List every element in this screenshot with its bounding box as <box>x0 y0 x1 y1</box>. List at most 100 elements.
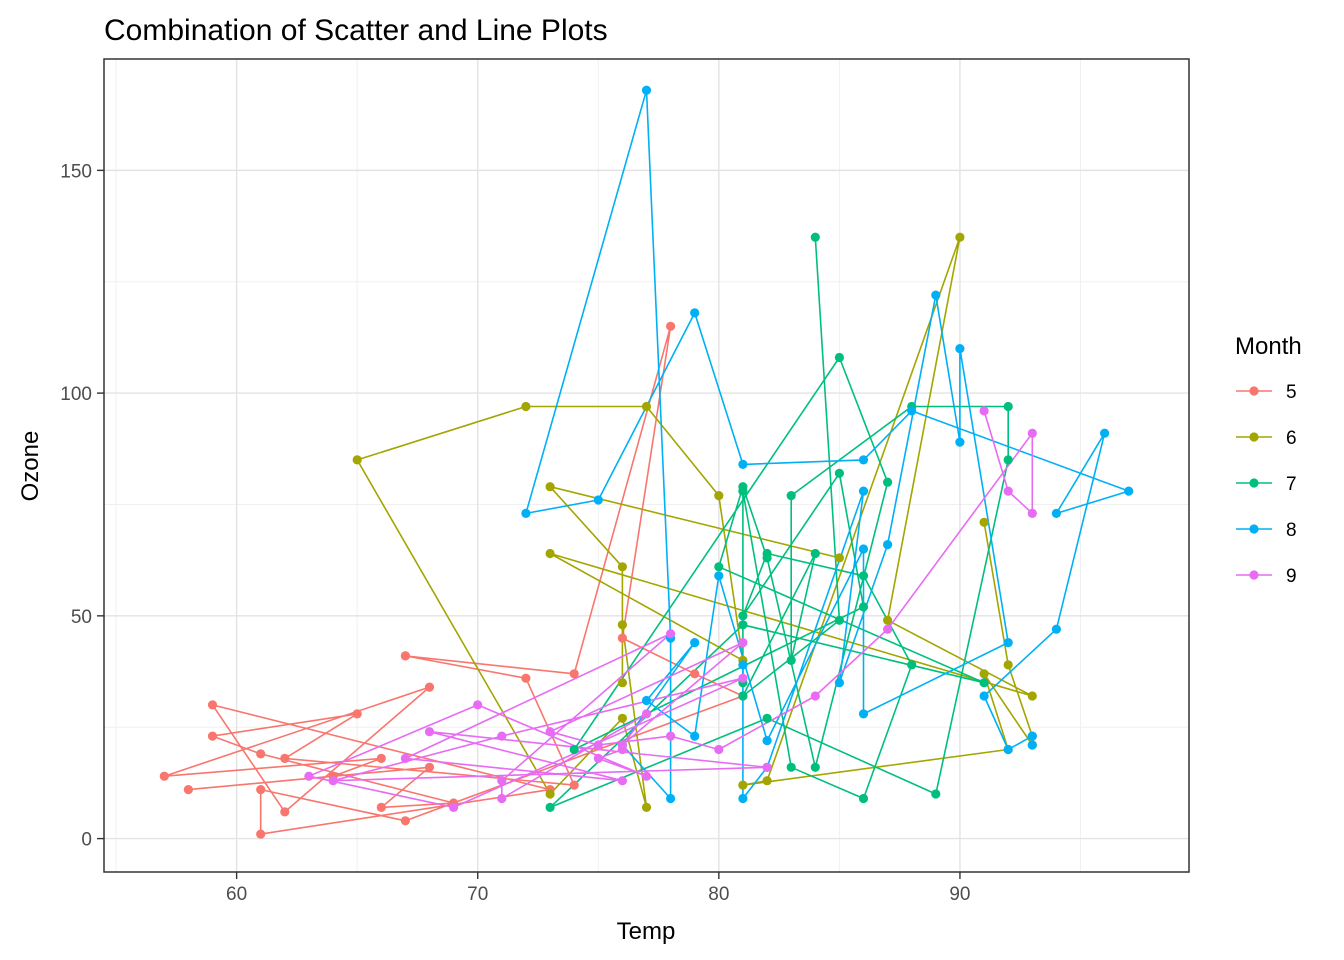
data-point-7 <box>545 802 555 813</box>
data-point-5 <box>690 669 700 679</box>
data-point-8 <box>1003 744 1013 755</box>
data-point-9 <box>1027 508 1037 518</box>
data-point-7 <box>569 744 579 755</box>
data-point-8 <box>907 406 917 416</box>
data-point-5 <box>207 731 218 741</box>
data-point-9 <box>979 406 989 416</box>
data-point-7 <box>907 660 917 670</box>
data-point-9 <box>328 776 338 786</box>
data-point-5 <box>617 633 628 643</box>
legend-label: 6 <box>1286 428 1297 449</box>
data-point-8 <box>1027 731 1037 741</box>
data-point-9 <box>810 691 820 701</box>
data-point-5 <box>569 780 579 790</box>
data-point-9 <box>473 700 483 710</box>
data-point-9 <box>666 731 676 741</box>
data-point-9 <box>617 776 628 786</box>
data-point-7 <box>786 491 796 501</box>
data-point-8 <box>738 660 748 670</box>
data-point-8 <box>931 290 941 300</box>
data-point-8 <box>593 495 603 505</box>
data-point-7 <box>714 562 724 572</box>
legend-title: Month <box>1235 333 1302 360</box>
legend-key-point <box>1249 524 1259 534</box>
data-point-6 <box>1027 691 1037 701</box>
data-point-8 <box>858 486 869 496</box>
data-point-5 <box>352 709 362 719</box>
data-point-7 <box>834 615 845 625</box>
data-point-5 <box>569 669 579 679</box>
data-point-5 <box>256 749 266 759</box>
data-point-5 <box>256 785 266 795</box>
data-point-7 <box>786 655 796 666</box>
data-point-9 <box>666 629 676 639</box>
data-point-7 <box>762 713 772 723</box>
data-point-7 <box>810 548 820 559</box>
plot-panel-border <box>103 58 1190 873</box>
x-axis-label: Temp <box>617 918 676 945</box>
data-point-8 <box>1051 508 1061 518</box>
data-point-5 <box>207 700 218 710</box>
data-point-5 <box>424 762 435 772</box>
grid-major <box>104 59 1189 872</box>
data-point-6 <box>883 615 893 625</box>
data-point-8 <box>690 308 700 318</box>
data-point-5 <box>280 807 290 817</box>
data-point-8 <box>979 691 989 701</box>
data-point-6 <box>714 491 724 501</box>
data-point-8 <box>834 678 845 688</box>
data-point-8 <box>714 571 724 581</box>
data-point-9 <box>424 727 435 737</box>
data-point-6 <box>617 562 628 572</box>
data-point-6 <box>545 482 555 492</box>
y-tick-label: 50 <box>71 607 92 628</box>
data-point-9 <box>883 624 893 634</box>
data-point-5 <box>400 816 410 826</box>
y-tick-label: 100 <box>60 384 92 405</box>
data-point-8 <box>955 344 965 354</box>
data-point-6 <box>955 232 965 242</box>
data-point-5 <box>183 785 193 795</box>
data-point-9 <box>762 762 772 772</box>
data-point-8 <box>666 793 676 804</box>
series-layer <box>159 85 1134 839</box>
data-point-7 <box>858 602 869 612</box>
x-axis: 60 70 80 90 <box>226 872 971 905</box>
data-point-7 <box>858 793 869 804</box>
x-tick-label: 60 <box>226 884 247 905</box>
data-point-6 <box>545 789 555 799</box>
data-point-8 <box>1003 638 1013 648</box>
data-point-8 <box>858 709 869 719</box>
data-point-5 <box>159 771 169 781</box>
data-point-7 <box>738 486 748 496</box>
data-point-7 <box>1003 401 1013 412</box>
data-point-9 <box>1027 428 1037 438</box>
data-point-5 <box>376 753 386 764</box>
data-point-6 <box>738 780 748 790</box>
data-point-9 <box>593 753 603 764</box>
data-point-8 <box>641 695 652 706</box>
data-point-9 <box>641 771 652 781</box>
data-point-8 <box>690 638 700 648</box>
data-point-6 <box>617 713 628 723</box>
data-point-7 <box>1003 455 1013 465</box>
data-point-8 <box>1100 428 1110 438</box>
data-point-6 <box>521 401 531 412</box>
data-point-6 <box>1003 660 1013 670</box>
y-tick-label: 0 <box>81 830 92 851</box>
data-point-9 <box>714 744 724 755</box>
x-tick-label: 90 <box>949 884 970 905</box>
data-point-8 <box>641 85 652 95</box>
legend: Month 5 6 7 8 9 <box>1235 333 1302 587</box>
data-point-5 <box>400 651 410 661</box>
data-point-7 <box>834 468 845 478</box>
data-point-9 <box>400 753 410 764</box>
data-point-8 <box>955 437 965 447</box>
y-axis: 0 50 100 150 <box>60 161 104 851</box>
legend-key-point <box>1249 432 1259 442</box>
data-point-7 <box>810 232 820 242</box>
data-point-8 <box>1124 486 1134 496</box>
data-point-7 <box>762 548 772 559</box>
data-point-9 <box>497 793 507 804</box>
